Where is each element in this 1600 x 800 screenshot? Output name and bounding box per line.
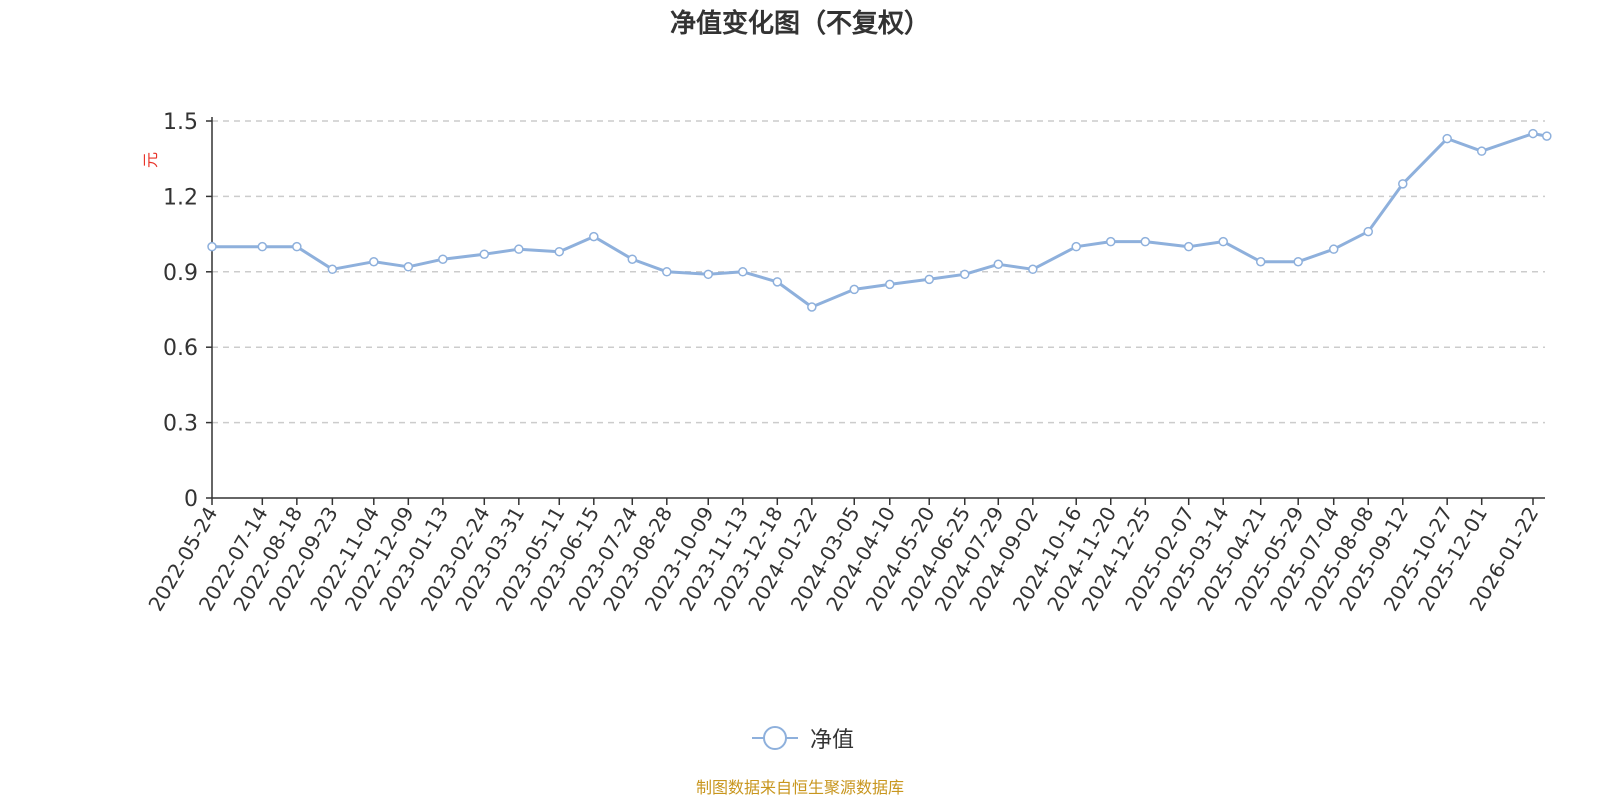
- data-point[interactable]: [1398, 179, 1408, 189]
- data-point[interactable]: [1476, 146, 1487, 156]
- data-point[interactable]: [292, 241, 302, 252]
- series-line: [212, 132, 1548, 309]
- data-point[interactable]: [207, 241, 217, 252]
- data-point[interactable]: [703, 269, 713, 280]
- legend-label: 净值: [810, 728, 855, 753]
- data-point[interactable]: [807, 302, 817, 312]
- y-tick-label: 0.3: [163, 412, 198, 437]
- data-point[interactable]: [959, 269, 970, 280]
- data-point[interactable]: [257, 241, 268, 252]
- y-tick-label: 1.2: [163, 185, 198, 210]
- y-tick-label: 0.6: [163, 336, 198, 361]
- data-point[interactable]: [369, 256, 379, 267]
- data-point[interactable]: [1218, 236, 1228, 247]
- data-point[interactable]: [738, 267, 748, 277]
- data-point[interactable]: [327, 264, 338, 275]
- data-point[interactable]: [924, 274, 934, 285]
- y-tick-label: 0.9: [163, 261, 198, 286]
- data-point[interactable]: [554, 246, 565, 257]
- data-point[interactable]: [438, 254, 448, 264]
- data-point[interactable]: [1183, 241, 1194, 252]
- data-point[interactable]: [993, 259, 1004, 270]
- legend[interactable]: 净值: [750, 722, 854, 754]
- axes: [206, 117, 1545, 505]
- data-point[interactable]: [1255, 256, 1266, 267]
- data-point[interactable]: [589, 231, 599, 242]
- chart-title: 净值变化图（不复权）: [669, 9, 930, 39]
- data-point[interactable]: [1442, 133, 1452, 144]
- data-point[interactable]: [772, 277, 783, 287]
- data-point[interactable]: [1328, 244, 1339, 254]
- data-point[interactable]: [662, 267, 672, 277]
- data-point[interactable]: [1071, 241, 1081, 252]
- data-point[interactable]: [627, 254, 638, 264]
- data-point[interactable]: [514, 244, 524, 254]
- data-point[interactable]: [849, 284, 859, 295]
- x-tick-labels: 2022-05-242022-07-142022-08-182022-09-23…: [143, 503, 1543, 616]
- series-line-group: [207, 128, 1552, 312]
- data-point[interactable]: [403, 262, 414, 272]
- data-point[interactable]: [1028, 264, 1038, 275]
- data-point[interactable]: [1293, 256, 1303, 267]
- legend-line-marker-icon: [752, 726, 798, 750]
- data-point[interactable]: [1363, 226, 1373, 237]
- y-tick-label: 0: [184, 487, 198, 512]
- data-point[interactable]: [885, 279, 895, 290]
- y-tick-labels: 0 0.3 0.6 0.9 1.2 1.5: [163, 110, 198, 512]
- grid-lines: [212, 120, 1545, 424]
- data-point[interactable]: [1528, 128, 1538, 139]
- data-point[interactable]: [1140, 236, 1151, 247]
- y-axis-label: 元: [141, 152, 160, 168]
- source-note: 制图数据来自恒生聚源数据库: [695, 778, 904, 797]
- data-point[interactable]: [1542, 131, 1552, 141]
- y-tick-label: 1.5: [163, 110, 198, 135]
- data-point[interactable]: [1106, 236, 1116, 247]
- data-point[interactable]: [479, 249, 490, 259]
